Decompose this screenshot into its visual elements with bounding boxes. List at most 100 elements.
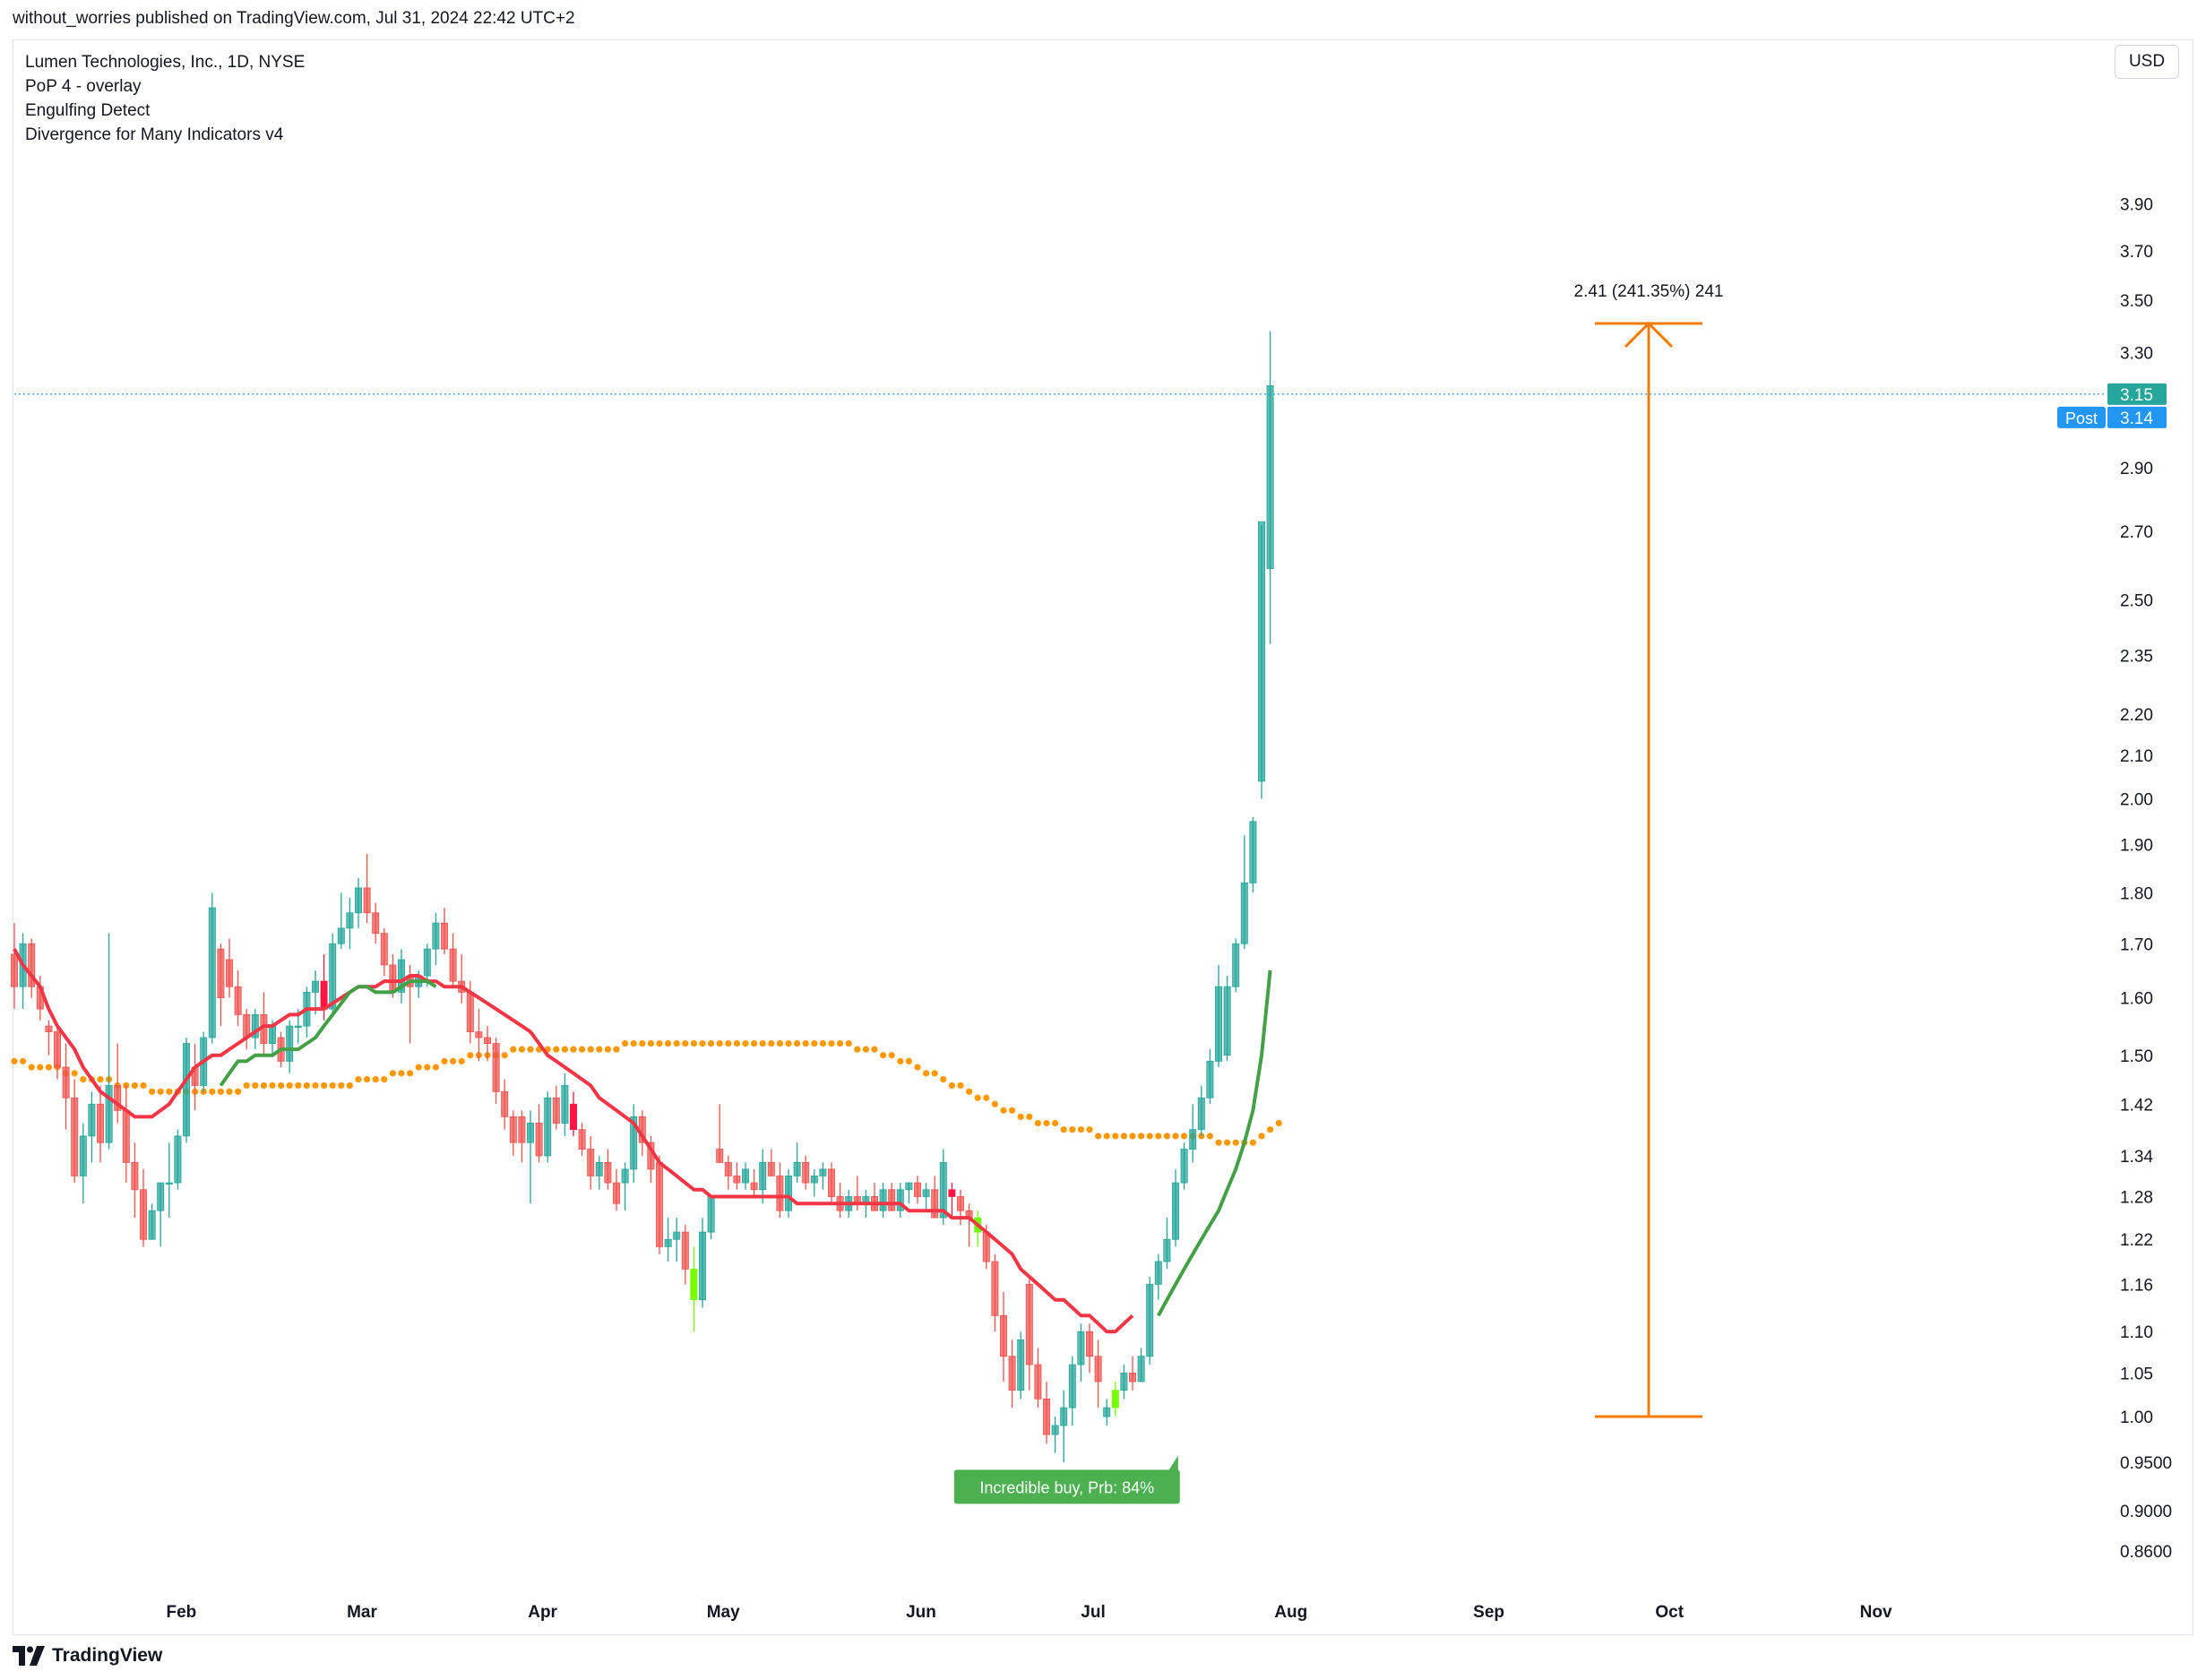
candle[interactable] [1034,1348,1042,1409]
candle[interactable] [97,1085,105,1163]
candle[interactable] [1086,1323,1094,1374]
candle[interactable] [1172,1168,1180,1247]
candle[interactable] [544,1091,552,1163]
candle[interactable] [1189,1104,1197,1163]
candle[interactable] [363,854,371,924]
candle[interactable] [1206,1049,1214,1105]
candle[interactable] [621,1162,629,1211]
candle[interactable] [828,1162,836,1204]
candle[interactable] [501,1079,509,1130]
candle[interactable] [630,1104,638,1184]
candle[interactable] [587,1135,595,1190]
candle[interactable] [759,1149,767,1204]
candle[interactable] [1120,1365,1128,1400]
candle[interactable] [28,938,36,998]
candle[interactable] [810,1168,818,1197]
candle[interactable] [1249,816,1257,893]
candle[interactable] [802,1155,810,1190]
candle[interactable] [217,943,225,1027]
candle[interactable] [819,1162,827,1190]
candle[interactable] [1025,1276,1033,1391]
candle[interactable] [380,927,388,977]
candle[interactable] [440,908,448,955]
candle[interactable] [957,1189,965,1226]
candle[interactable] [354,877,362,928]
chart-frame[interactable] [13,39,2193,1635]
candle[interactable] [148,1203,156,1240]
candle[interactable] [114,1043,122,1124]
candle[interactable] [492,1038,500,1105]
candle[interactable] [716,1104,724,1163]
candle[interactable] [518,1110,526,1163]
candle[interactable] [165,1142,173,1219]
candle[interactable] [527,1110,535,1204]
candle[interactable] [475,1009,483,1062]
candle[interactable] [251,1009,259,1050]
legend-indicator-divergence[interactable]: Divergence for Many Indicators v4 [25,125,284,144]
candle[interactable] [1154,1254,1162,1300]
candle[interactable] [397,949,405,1004]
candle[interactable] [157,1182,165,1247]
candle[interactable] [62,1043,70,1130]
candle[interactable] [1240,835,1248,950]
candle[interactable] [1146,1276,1154,1366]
candle[interactable] [71,1079,79,1184]
candle[interactable] [836,1183,844,1219]
candle[interactable] [1060,1390,1068,1463]
candle[interactable] [105,933,113,1150]
legend-indicator-engulfing[interactable]: Engulfing Detect [25,101,151,120]
candle[interactable] [1017,1331,1025,1400]
candle[interactable] [724,1155,732,1190]
candle[interactable] [45,1020,53,1055]
candle[interactable] [742,1162,750,1190]
candle[interactable] [79,1123,87,1204]
candle[interactable] [604,1149,612,1190]
candle[interactable] [1008,1340,1016,1409]
candle[interactable] [286,1020,294,1073]
candle[interactable] [681,1225,689,1285]
candle[interactable] [853,1176,861,1211]
candle[interactable] [767,1149,775,1176]
legend-indicator-pop[interactable]: PoP 4 - overlay [25,77,142,96]
candle[interactable] [699,1218,707,1308]
legend-symbol[interactable]: Lumen Technologies, Inc., 1D, NYSE [25,53,306,72]
candle[interactable] [1043,1381,1051,1444]
candle[interactable] [656,1155,664,1254]
candle[interactable] [1266,331,1274,644]
candle[interactable] [896,1183,904,1219]
candle[interactable] [131,1142,139,1219]
candle[interactable] [750,1168,758,1197]
candle[interactable] [879,1183,887,1219]
candle[interactable] [19,933,27,1010]
candle[interactable] [122,1085,130,1184]
candle[interactable] [458,954,466,1004]
candle[interactable] [690,1246,698,1332]
candle[interactable] [1215,964,1223,1068]
candle[interactable] [1077,1323,1085,1382]
candle[interactable] [1000,1292,1008,1382]
candle[interactable] [243,1009,251,1050]
candle[interactable] [54,1026,62,1080]
candle[interactable] [613,1168,621,1211]
candle[interactable] [1197,1085,1205,1136]
candle[interactable] [914,1176,922,1204]
candle[interactable] [225,938,233,998]
candle[interactable] [1258,521,1266,799]
candle[interactable] [664,1218,672,1262]
candle[interactable] [329,933,337,1015]
candle[interactable] [191,1043,199,1111]
candle[interactable] [1094,1340,1102,1409]
candle[interactable] [948,1183,956,1219]
candle[interactable] [793,1142,801,1184]
candle[interactable] [1223,976,1231,1062]
candle[interactable] [570,1091,578,1136]
candle[interactable] [561,1073,569,1136]
candle[interactable] [1163,1218,1171,1270]
candle[interactable] [922,1183,930,1211]
candle[interactable] [595,1155,603,1190]
candle[interactable] [905,1182,913,1204]
candle[interactable] [578,1123,586,1156]
candle[interactable] [174,1129,182,1190]
candle[interactable] [432,912,440,965]
